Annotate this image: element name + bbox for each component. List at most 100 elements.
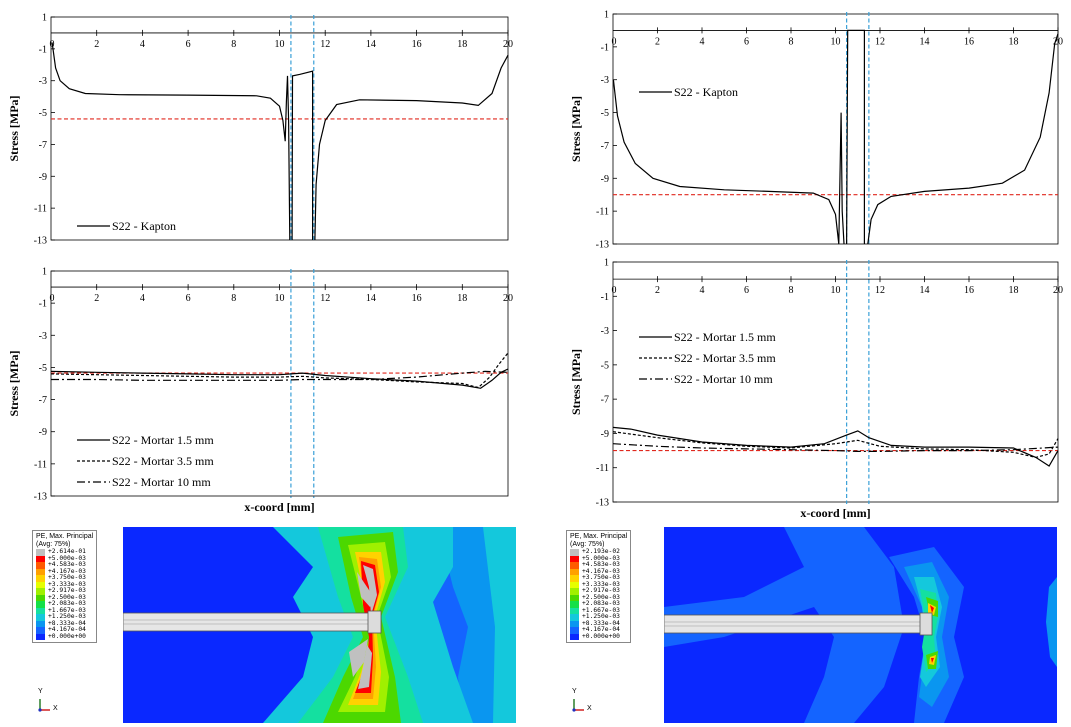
strain-contour-right (664, 527, 1057, 723)
y-tick-label: 1 (604, 10, 609, 21)
legend-value: +2.500e-03 (48, 593, 86, 601)
y-tick-label: -5 (39, 108, 47, 119)
y-tick-label: -7 (39, 395, 47, 406)
x-tick-label: 4 (700, 36, 705, 47)
legend-rows: +2.614e-01 +5.000e-03 +4.583e-03 +4.167e-03… (36, 548, 93, 640)
y-tick-label: -13 (596, 498, 609, 509)
axis-triad: Y X (34, 688, 64, 718)
plot-frame (50, 16, 509, 241)
legend-value: +2.917e-03 (48, 587, 86, 594)
legend-swatch (570, 601, 579, 608)
series-line (867, 33, 1059, 245)
series-line (50, 368, 509, 389)
contour-legend-left: PE, Max. Principal (Avg: 75%) +2.614e-01… (32, 530, 98, 643)
legend-swatch (36, 614, 45, 621)
legend-value: +3.333e-03 (582, 580, 620, 588)
y-tick-label: -3 (601, 326, 609, 337)
legend-entry: +2.500e-03 (36, 593, 93, 601)
y-tick-label: -13 (596, 240, 609, 251)
legend-subtitle: (Avg: 75%) (36, 541, 71, 548)
y-tick-label: 1 (42, 13, 47, 24)
legend-entry: +2.083e-03 (36, 600, 93, 608)
legend-value: +5.000e-03 (582, 554, 620, 562)
legend-label: S22 - Mortar 10 mm (112, 475, 211, 489)
x-tick-label: 18 (457, 293, 467, 304)
legend-title: PE, Max. Principal (36, 533, 94, 540)
legend-value: +8.333e-04 (582, 619, 620, 627)
x-tick-label-zero: 0 (612, 285, 617, 296)
x-tick-label: 12 (320, 293, 330, 304)
legend-entry: +5.000e-03 (36, 555, 93, 562)
legend-entry: +2.083e-03 (570, 600, 627, 608)
y-tick-label: -1 (601, 292, 609, 303)
legend-swatch (570, 549, 579, 556)
legend-value: +1.250e-03 (582, 613, 620, 620)
legend-value: +1.250e-03 (48, 613, 86, 620)
legend-swatch (36, 581, 45, 588)
x-tick-label: 14 (366, 293, 376, 304)
legend-swatch (36, 627, 45, 634)
chart-bottom-left: 1 -1 -3 -5 -7 -9 -11 -13 2 4 6 8 10 12 14 16 18 20 0 Stress… (7, 267, 513, 515)
x-tick-label: 14 (920, 36, 930, 47)
x-tick-label: 2 (94, 39, 99, 50)
legend-swatch (570, 607, 579, 614)
legend-swatch (36, 620, 45, 627)
legend-swatch (36, 555, 45, 562)
legend-entry: +1.250e-03 (36, 613, 93, 621)
y-axis-label: Stress [MPa] (569, 96, 583, 162)
legend-value: +2.083e-03 (582, 600, 620, 607)
x-tick-label: 10 (831, 36, 841, 47)
triad-arrows-icon (38, 699, 50, 712)
legend-entry: +4.167e-03 (36, 567, 93, 575)
triad-arrows-icon (572, 699, 584, 712)
x-tick-label-zero: 0 (612, 36, 617, 47)
series-line (291, 70, 314, 241)
legend-swatch (570, 633, 579, 640)
y-tick-label: -1 (601, 42, 609, 53)
legend-value: +4.167e-03 (48, 567, 86, 575)
legend-entry: +1.250e-03 (570, 613, 627, 621)
legend-entry: +3.333e-03 (36, 580, 93, 588)
legend-value: +2.083e-03 (48, 600, 86, 607)
y-tick-label: -9 (39, 427, 47, 438)
legend-value: +3.333e-03 (48, 580, 86, 588)
legend-value: +4.167e-03 (582, 567, 620, 575)
x-tick-label: 16 (964, 285, 974, 296)
legend-value: +2.500e-03 (582, 593, 620, 601)
x-tick-label: 12 (875, 285, 885, 296)
chart-top-right: 1 -1 -3 -5 -7 -9 -11 -13 2 4 6 8 10 12 14 16 18 20 0 Stress… (569, 10, 1063, 251)
contour-legend-right: PE, Max. Principal (Avg: 75%) +2.193e-02… (566, 530, 632, 643)
y-tick-label: -11 (34, 204, 47, 215)
chart-bottom-right: 1 -1 -3 -5 -7 -9 -11 -13 2 4 6 8 10 12 14 16 18 20 0 Stress… (569, 258, 1063, 521)
legend-value: +2.614e-01 (48, 548, 86, 555)
legend-swatch (36, 601, 45, 608)
x-tick-label: 8 (789, 285, 794, 296)
legend-swatch (570, 594, 579, 601)
series-line (612, 443, 1059, 452)
x-tick-label: 10 (275, 39, 285, 50)
legend-entry: +1.667e-03 (36, 607, 93, 614)
y-axis-label: Stress [MPa] (7, 95, 21, 161)
legend-entry: +4.167e-03 (570, 567, 627, 575)
y-tick-label: -9 (601, 429, 609, 440)
legend-entry: +3.333e-03 (570, 580, 627, 588)
chart-top-left: 1-1-3-5-7-9-11-132 4 6 8 10 12 14 16 18 200Stress… (7, 13, 513, 247)
series-line (612, 426, 1059, 467)
legend-swatch (570, 614, 579, 621)
legend-swatch (36, 568, 45, 575)
legend-swatch (570, 588, 579, 595)
y-tick-label: -13 (34, 492, 47, 503)
triad-y-label: Y (572, 688, 577, 695)
legend-entry: +3.750e-03 (36, 574, 93, 582)
legend-swatch (36, 562, 45, 569)
legend-value: +1.667e-03 (582, 606, 620, 614)
legend-entry: +8.333e-04 (570, 619, 627, 627)
y-tick-label: -3 (39, 76, 47, 87)
y-tick-label: -3 (39, 331, 47, 342)
legend-subtitle: (Avg: 75%) (570, 541, 605, 548)
x-tick-label: 8 (231, 39, 236, 50)
y-tick-label: -11 (596, 207, 609, 218)
legend-swatch (36, 575, 45, 582)
x-tick-label: 2 (94, 293, 99, 304)
